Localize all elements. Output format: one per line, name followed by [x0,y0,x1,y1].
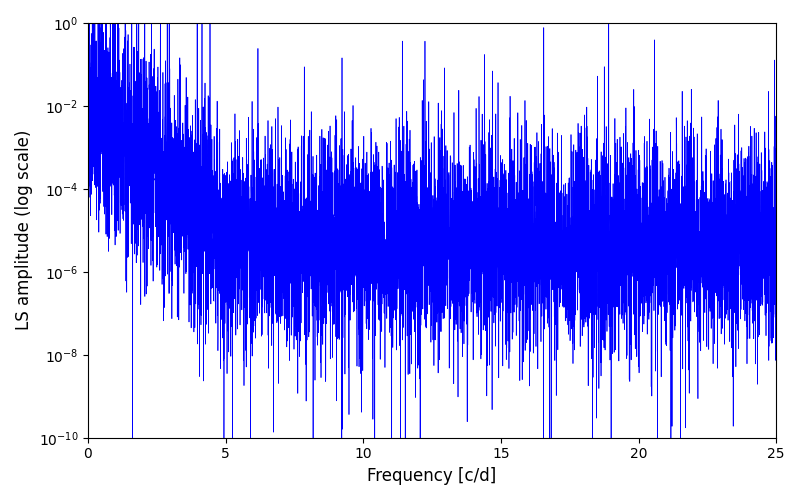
X-axis label: Frequency [c/d]: Frequency [c/d] [367,467,497,485]
Y-axis label: LS amplitude (log scale): LS amplitude (log scale) [15,130,33,330]
